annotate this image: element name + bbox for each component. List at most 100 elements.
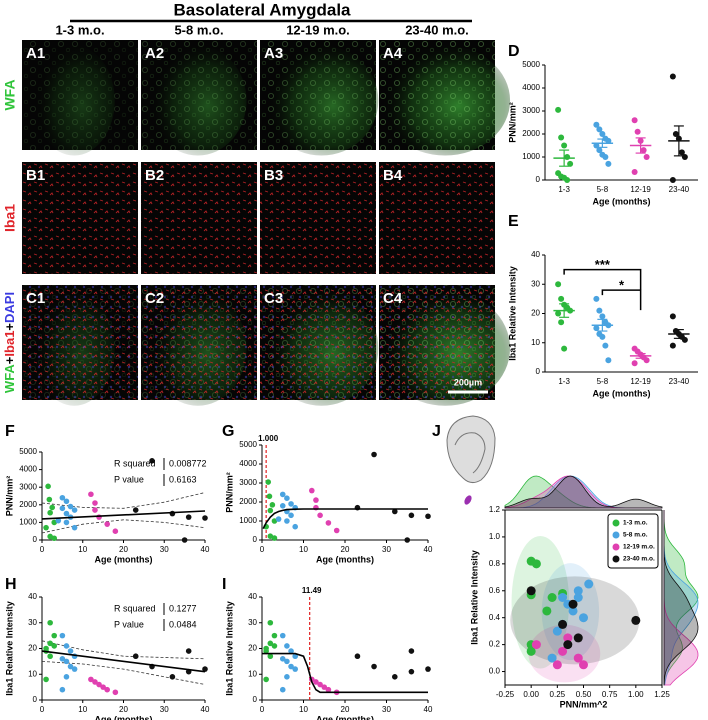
data-point <box>669 73 676 80</box>
data-point <box>552 626 562 636</box>
y-tick-label: 1.0 <box>489 532 501 541</box>
iba1-texture <box>141 162 257 274</box>
y-tick-label: 30 <box>28 618 37 627</box>
data-point <box>558 646 568 656</box>
data-point <box>317 512 323 519</box>
data-point <box>132 653 139 660</box>
x-tick-label: 1-3 <box>558 185 570 194</box>
x-tick-label: 0 <box>40 705 45 714</box>
data-point <box>169 510 176 517</box>
threshold-label: 1.000 <box>258 434 279 443</box>
data-point <box>46 496 53 503</box>
data-point <box>567 160 574 167</box>
panel-letter: H <box>5 576 17 593</box>
x-tick-label: 40 <box>424 705 433 714</box>
data-point <box>631 168 638 175</box>
x-axis-label: Age (months) <box>95 554 153 564</box>
panel-label: B1 <box>26 167 45 184</box>
data-point <box>59 505 66 512</box>
brain-icon <box>446 415 496 505</box>
data-point <box>104 686 110 693</box>
data-point <box>678 149 685 156</box>
x-tick-label: 40 <box>201 705 210 714</box>
data-point <box>279 656 286 662</box>
data-point <box>573 593 583 602</box>
data-point <box>269 502 276 508</box>
confidence-band <box>41 519 206 534</box>
data-point <box>49 504 55 511</box>
data-point <box>584 579 594 589</box>
fit-line <box>262 508 428 529</box>
y-tick-label: 2000 <box>19 500 37 509</box>
legend-swatch <box>612 555 620 563</box>
y-tick-label: 1000 <box>522 152 540 161</box>
data-point <box>602 154 609 160</box>
x-tick-label: 0.50 <box>576 690 592 699</box>
wfa-texture <box>141 40 257 150</box>
data-point <box>425 666 431 672</box>
x-tick-label: 0.75 <box>602 690 618 699</box>
data-point <box>573 586 583 596</box>
data-point <box>573 653 583 663</box>
data-point <box>555 106 562 113</box>
data-point <box>564 177 571 183</box>
confidence-band <box>41 640 206 660</box>
data-point <box>43 676 49 683</box>
data-point <box>267 619 274 626</box>
y-tick-label: 0 <box>33 695 38 704</box>
data-point <box>526 646 536 656</box>
data-point <box>275 516 282 522</box>
significance-label: *** <box>595 257 611 272</box>
data-point <box>100 684 106 690</box>
data-point <box>59 656 66 662</box>
data-point <box>266 493 273 500</box>
data-point <box>408 512 415 519</box>
data-point <box>408 668 415 675</box>
data-point <box>599 333 606 340</box>
data-point <box>112 689 119 696</box>
legend-label: 23-40 m.o. <box>623 556 655 563</box>
y-tick-label: 0.0 <box>489 667 501 676</box>
data-point <box>288 501 294 507</box>
row-label-part: WFA <box>2 364 17 393</box>
data-point <box>602 342 609 349</box>
y-tick-label: 10 <box>248 669 257 678</box>
wfa-texture <box>260 40 376 150</box>
data-point <box>325 520 332 526</box>
y-tick-label: 0.8 <box>489 559 501 568</box>
y-tick-label: 20 <box>531 309 540 318</box>
marginal-density-y <box>663 510 699 686</box>
data-point <box>555 281 562 288</box>
significance-label: * <box>619 278 625 293</box>
column-header: 1-3 m.o. <box>55 22 104 37</box>
data-point <box>47 619 53 626</box>
data-point <box>279 491 286 498</box>
data-point <box>202 515 208 521</box>
data-point <box>669 177 676 183</box>
data-point <box>267 653 274 660</box>
stat-value: 0.1277 <box>169 603 197 613</box>
data-point <box>51 535 58 542</box>
panel-letter: G <box>222 423 234 440</box>
x-tick-label: 10 <box>78 705 87 714</box>
data-point <box>279 632 286 639</box>
data-point <box>558 619 568 629</box>
data-point <box>71 666 78 672</box>
data-point <box>112 528 119 534</box>
density-region <box>511 535 570 669</box>
data-point <box>354 653 361 660</box>
y-tick-label: 0.2 <box>489 640 501 649</box>
data-point <box>564 154 571 160</box>
data-point <box>284 674 290 680</box>
data-point <box>596 147 603 154</box>
x-tick-label: 1.00 <box>628 690 644 699</box>
stat-label: P value <box>114 619 144 629</box>
data-point <box>51 632 58 639</box>
data-point <box>425 513 431 520</box>
data-point <box>267 507 274 514</box>
dapi-texture <box>260 285 376 400</box>
data-point <box>593 325 600 332</box>
dapi-texture <box>141 285 257 400</box>
data-point <box>669 313 676 320</box>
